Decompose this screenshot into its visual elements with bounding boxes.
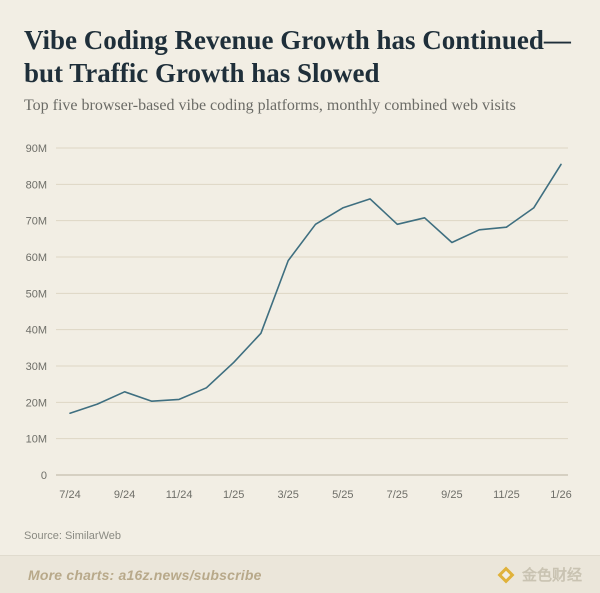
x-tick-label: 1/25: [223, 489, 244, 501]
y-tick-label: 70M: [26, 216, 47, 228]
x-tick-label: 11/24: [166, 489, 193, 501]
watermark: 金色财经: [496, 564, 582, 585]
y-tick-label: 30M: [26, 361, 47, 373]
title-line-2: but Traffic Growth has Slowed: [24, 58, 380, 88]
y-tick-label: 0: [41, 470, 47, 482]
more-charts-link[interactable]: More charts: a16z.news/subscribe: [28, 567, 262, 583]
x-tick-label: 7/25: [387, 489, 408, 501]
chart-title: Vibe Coding Revenue Growth has Continued…: [24, 24, 584, 90]
source-note: Source: SimilarWeb: [24, 530, 121, 542]
y-tick-label: 10M: [26, 434, 47, 446]
chart-subtitle: Top five browser-based vibe coding platf…: [24, 97, 516, 114]
series-line: [69, 163, 562, 415]
x-tick-label: 7/24: [59, 489, 80, 501]
x-tick-label: 5/25: [332, 489, 353, 501]
x-tick-label: 11/25: [493, 489, 520, 501]
x-tick-label: 3/25: [278, 489, 299, 501]
y-tick-label: 60M: [26, 252, 47, 264]
x-tick-label: 9/25: [441, 489, 462, 501]
y-tick-label: 90M: [26, 143, 47, 155]
footer-bar: More charts: a16z.news/subscribe 金色财经: [0, 555, 600, 593]
x-tick-label: 9/24: [114, 489, 135, 501]
watermark-text: 金色财经: [521, 567, 582, 584]
title-line-1: Vibe Coding Revenue Growth has Continued…: [24, 25, 571, 55]
y-tick-label: 50M: [26, 288, 47, 300]
x-tick-label: 1/26: [550, 489, 571, 501]
line-chart: 0 10M 20M 30M 40M 50M 60M 70M 80M 90M 7/24 9/24 11/2…: [26, 143, 572, 501]
y-tick-label: 20M: [26, 397, 47, 409]
diamond-logo-icon: [497, 566, 515, 583]
y-tick-label: 40M: [26, 325, 47, 337]
y-tick-label: 80M: [26, 179, 47, 191]
